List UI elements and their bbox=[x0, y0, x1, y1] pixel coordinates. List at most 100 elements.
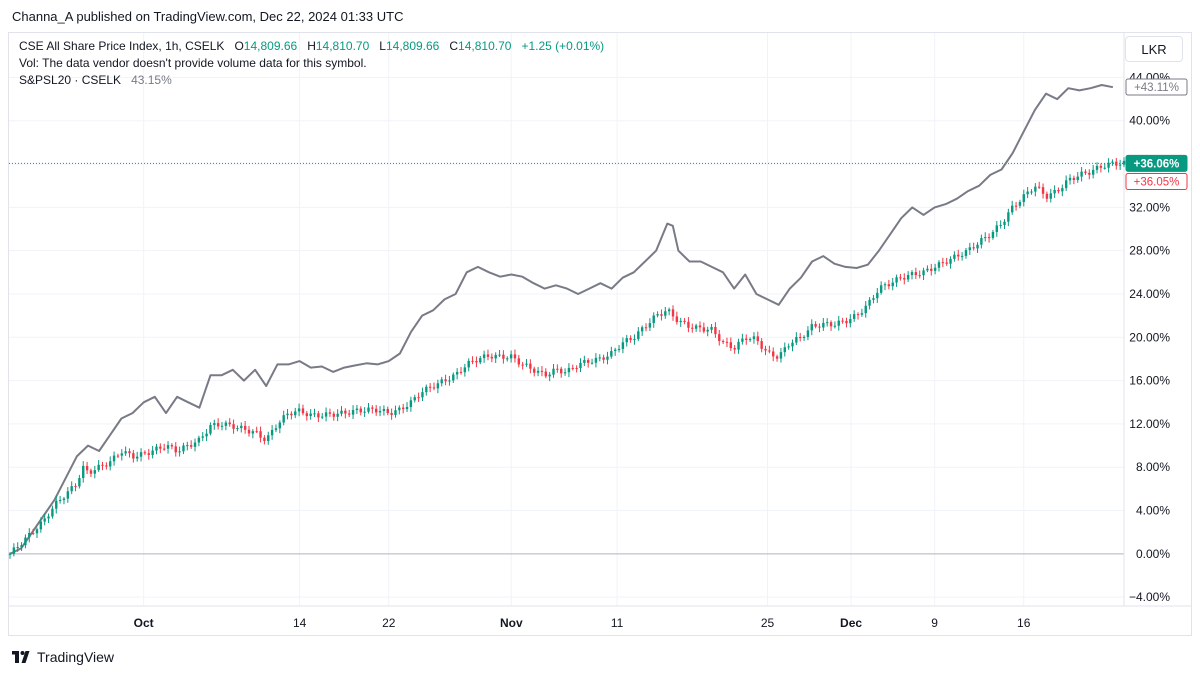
candle-body bbox=[236, 428, 239, 430]
candle bbox=[748, 337, 752, 343]
candle bbox=[1007, 208, 1010, 227]
candle-body bbox=[930, 268, 933, 271]
candle-body bbox=[783, 347, 786, 353]
candle bbox=[66, 487, 70, 503]
candle-body bbox=[193, 442, 197, 447]
candle bbox=[305, 411, 309, 421]
candle bbox=[109, 456, 112, 471]
ohlc-low: L14,809.66 bbox=[379, 39, 440, 53]
candle bbox=[876, 287, 879, 303]
candle bbox=[1111, 159, 1114, 166]
candle-body bbox=[918, 275, 921, 277]
candle bbox=[533, 366, 536, 377]
price-label: +43.11% bbox=[1125, 78, 1188, 96]
candle-body bbox=[556, 368, 559, 370]
candle bbox=[178, 446, 181, 457]
candle bbox=[621, 337, 625, 354]
candle-body bbox=[760, 341, 763, 349]
price-label: +36.06% bbox=[1125, 154, 1188, 172]
candle-body bbox=[733, 348, 736, 350]
candle bbox=[116, 453, 120, 459]
candle bbox=[482, 350, 486, 363]
candle-body bbox=[43, 518, 46, 522]
candle bbox=[849, 314, 852, 328]
candle bbox=[610, 346, 613, 359]
candle bbox=[671, 305, 675, 321]
currency-button[interactable]: LKR bbox=[1125, 36, 1183, 62]
candle-body bbox=[991, 231, 995, 238]
candle-body bbox=[305, 413, 309, 417]
candle bbox=[317, 410, 320, 423]
candle-body bbox=[47, 516, 50, 519]
candle bbox=[43, 513, 46, 526]
candle bbox=[47, 513, 50, 524]
candle bbox=[563, 368, 567, 376]
legend-main-row: CSE All Share Price Index, 1h, CSELK O14… bbox=[19, 38, 604, 55]
candle bbox=[841, 317, 844, 324]
y-tick-label: 16.00% bbox=[1129, 374, 1170, 388]
candle-body bbox=[872, 298, 875, 300]
candle-body bbox=[359, 408, 362, 413]
candle-body bbox=[1014, 205, 1018, 207]
candle bbox=[945, 257, 948, 266]
candle bbox=[24, 534, 27, 549]
candle-body bbox=[679, 320, 682, 323]
candle-body bbox=[1111, 161, 1114, 163]
candle bbox=[984, 232, 987, 242]
candle bbox=[506, 356, 509, 362]
candle-body bbox=[972, 247, 975, 249]
candle bbox=[8, 552, 12, 559]
candle-body bbox=[698, 325, 702, 328]
candle bbox=[833, 321, 837, 329]
candle bbox=[587, 358, 590, 368]
candle-body bbox=[332, 413, 335, 417]
candle bbox=[517, 354, 521, 368]
candle-body bbox=[637, 331, 640, 340]
candle bbox=[552, 364, 555, 378]
candle bbox=[1018, 199, 1022, 209]
candle-body bbox=[479, 358, 482, 363]
candle-body bbox=[386, 408, 389, 414]
candle bbox=[1107, 158, 1110, 173]
candle bbox=[324, 407, 328, 422]
candle bbox=[548, 371, 551, 382]
candle bbox=[933, 263, 937, 275]
candle-body bbox=[417, 397, 420, 399]
candle bbox=[583, 355, 586, 367]
x-tick-label: Dec bbox=[840, 616, 862, 630]
candle bbox=[78, 474, 81, 489]
candle-body bbox=[814, 324, 817, 327]
candle-body bbox=[486, 354, 490, 357]
candle bbox=[906, 271, 910, 282]
candle-body bbox=[1030, 191, 1033, 193]
candle bbox=[1103, 163, 1106, 170]
candle bbox=[247, 425, 251, 437]
candle bbox=[336, 409, 339, 422]
compare-symbol[interactable]: S&PSL20 · CSELK bbox=[19, 73, 122, 87]
candle bbox=[409, 396, 413, 412]
candle-body bbox=[309, 413, 312, 417]
candle-body bbox=[58, 500, 62, 502]
candle bbox=[968, 242, 972, 255]
candle-body bbox=[101, 464, 104, 466]
candle-body bbox=[224, 422, 228, 426]
candle bbox=[1122, 157, 1126, 168]
candle-body bbox=[267, 435, 270, 442]
symbol-title[interactable]: CSE All Share Price Index, 1h, CSELK bbox=[19, 39, 225, 53]
candle-body bbox=[1061, 188, 1064, 192]
candle-body bbox=[933, 267, 937, 271]
candle bbox=[371, 405, 374, 414]
candle-body bbox=[702, 327, 706, 332]
candle-body bbox=[201, 436, 204, 438]
candle-body bbox=[70, 486, 73, 492]
candle-body bbox=[548, 374, 551, 377]
candle-body bbox=[995, 225, 998, 232]
candle bbox=[560, 366, 563, 378]
candle bbox=[294, 407, 297, 419]
candle bbox=[521, 361, 524, 370]
candle bbox=[768, 345, 771, 354]
candle-body bbox=[8, 553, 12, 555]
candle bbox=[1099, 163, 1103, 173]
candle-body bbox=[987, 237, 991, 239]
